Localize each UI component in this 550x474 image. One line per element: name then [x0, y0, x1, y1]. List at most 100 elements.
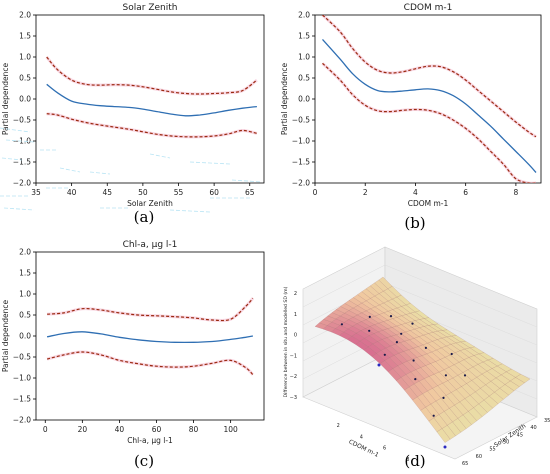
panel-d: 2 4 6 8 CDOM m-1 35 40 45 50 55 60 65 Solar Zenith −3…: [275, 237, 550, 474]
lower-ci-line: [46, 351, 254, 376]
sample-point: [450, 352, 453, 356]
caption-a: (a): [133, 208, 155, 226]
y-tick-label: 0.5: [19, 74, 31, 83]
lower-ci-line: [322, 62, 536, 183]
z-tick-label: 1: [294, 312, 297, 318]
sample-point: [443, 445, 447, 449]
x-tick-label: 40: [115, 425, 125, 434]
x-tick-label: 8: [406, 457, 409, 463]
sample-point: [368, 329, 371, 332]
x-tick-label: 2: [363, 188, 368, 197]
panel-c: Chl-a, μg l-1 0 20 40 60 80 100 −2.0 −1.5 −1.0 −0.…: [0, 237, 275, 474]
background-mark: [149, 153, 171, 159]
sample-point: [368, 315, 371, 318]
chart-title: Chl-a, μg l-1: [123, 240, 178, 250]
sample-point: [444, 374, 447, 377]
surface-patch: [515, 373, 531, 384]
y-tick-label: −2.0: [13, 416, 31, 425]
sample-point: [463, 374, 467, 377]
y-tick-label: −2.0: [292, 179, 310, 188]
pane-gridline: [302, 264, 386, 308]
y-axis-label: Partial dependence: [1, 299, 10, 372]
caption-b: (b): [404, 214, 426, 232]
y-tick-label: 45: [517, 432, 523, 438]
y-tick-label: 40: [530, 425, 536, 431]
z-tick-label: −1: [290, 353, 297, 359]
x-tick-label: 0: [313, 188, 318, 197]
y-tick-label: 0.0: [298, 95, 310, 104]
y-tick-label: −0.5: [13, 353, 31, 362]
x-tick-label: 4: [360, 434, 363, 440]
x-tick-label: 6: [383, 446, 386, 452]
plot-frame: [35, 14, 265, 184]
sample-point: [377, 363, 381, 367]
x-axis-label: CDOM m-1: [348, 438, 380, 459]
sample-point: [424, 346, 427, 349]
sample-point: [432, 414, 435, 417]
y-tick-label: 1.0: [19, 53, 31, 62]
mean-line: [46, 83, 257, 117]
sample-point: [412, 359, 415, 362]
x-tick-label: 20: [78, 425, 88, 434]
y-tick-label: 55: [489, 447, 495, 453]
caption-d: (d): [404, 452, 426, 470]
y-tick-label: 1.5: [298, 32, 310, 41]
background-mark: [0, 127, 31, 133]
plot-area: [46, 297, 255, 376]
background-mark: [169, 209, 211, 213]
background-mark: [3, 207, 35, 211]
y-tick-label: 65: [462, 461, 468, 467]
x-tick-label: 4: [413, 188, 418, 197]
y-tick-label: −1.5: [13, 158, 31, 167]
z-tick-label: 0: [294, 333, 297, 339]
x-axis-label: Chl-a, μg l-1: [127, 436, 173, 445]
y-tick-label: −1.0: [13, 137, 31, 146]
y-tick-label: 1.5: [19, 32, 31, 41]
chart-chla: Chl-a, μg l-1 0 20 40 60 80 100 −2.0 −1.5 −1.0 −0.…: [1, 240, 265, 445]
z-tick-label: −3: [290, 395, 297, 401]
background-mark: [231, 179, 263, 183]
x-tick-label: 6: [463, 188, 468, 197]
pane-gridline: [384, 264, 538, 328]
panel-a: Solar Zenith 35 40 45 50 55 60 65 −2.0 −1.5 −1.0 −0…: [0, 0, 275, 235]
background-mark: [5, 139, 35, 143]
z-axis-label: Difference between in situ and modelled …: [283, 286, 289, 397]
plot-frame: [314, 14, 542, 184]
y-axis-label: Partial dependence: [280, 62, 289, 135]
x-tick-label: 80: [189, 425, 199, 434]
y-tick-label: 2.0: [19, 248, 31, 257]
x-tick-label: 45: [102, 188, 112, 197]
background-mark: [1, 157, 23, 161]
y-tick-label: −0.5: [13, 116, 31, 125]
y-tick-label: 35: [544, 418, 550, 424]
y-tick-label: 1.0: [19, 290, 31, 299]
x-tick-label: 0: [43, 425, 48, 434]
lower-band-glow: [46, 350, 254, 376]
panel-b: CDOM m-1 0 2 4 6 8 −2.0 −1.5 −1.0 −0.5 0.0 0.5 1.0 1.…: [275, 0, 550, 235]
y-tick-label: 0.5: [298, 74, 310, 83]
z-tick-label: −2: [290, 374, 297, 380]
z-tick-label: 2: [294, 291, 297, 297]
x-tick-label: 100: [223, 425, 238, 434]
y-tick-label: −1.0: [292, 137, 310, 146]
y-tick-label: 0.0: [19, 95, 31, 104]
chart-title: Solar Zenith: [123, 3, 178, 13]
mean-line: [322, 38, 537, 173]
x-tick-label: 50: [138, 188, 148, 197]
y-tick-label: 2.0: [298, 11, 310, 20]
plot-area: [45, 56, 258, 139]
chart-cdom: CDOM m-1 0 2 4 6 8 −2.0 −1.5 −1.0 −0.5 0.0 0.5 1.0 1.…: [280, 3, 542, 208]
y-tick-label: 0.0: [19, 332, 31, 341]
mean-line: [46, 331, 254, 344]
y-tick-label: 2.0: [19, 11, 31, 20]
chart-solar-zenith: Solar Zenith 35 40 45 50 55 60 65 −2.0 −1.5 −1.0 −0…: [0, 3, 265, 213]
sample-point: [400, 332, 403, 335]
y-tick-label: 1.5: [19, 269, 31, 278]
x-tick-label: 8: [513, 188, 518, 197]
x-axis-label: Solar Zenith: [127, 199, 173, 208]
x-tick-label: 65: [245, 188, 255, 197]
background-mark: [59, 167, 81, 173]
y-tick-label: −1.0: [13, 374, 31, 383]
surface: [314, 276, 531, 443]
